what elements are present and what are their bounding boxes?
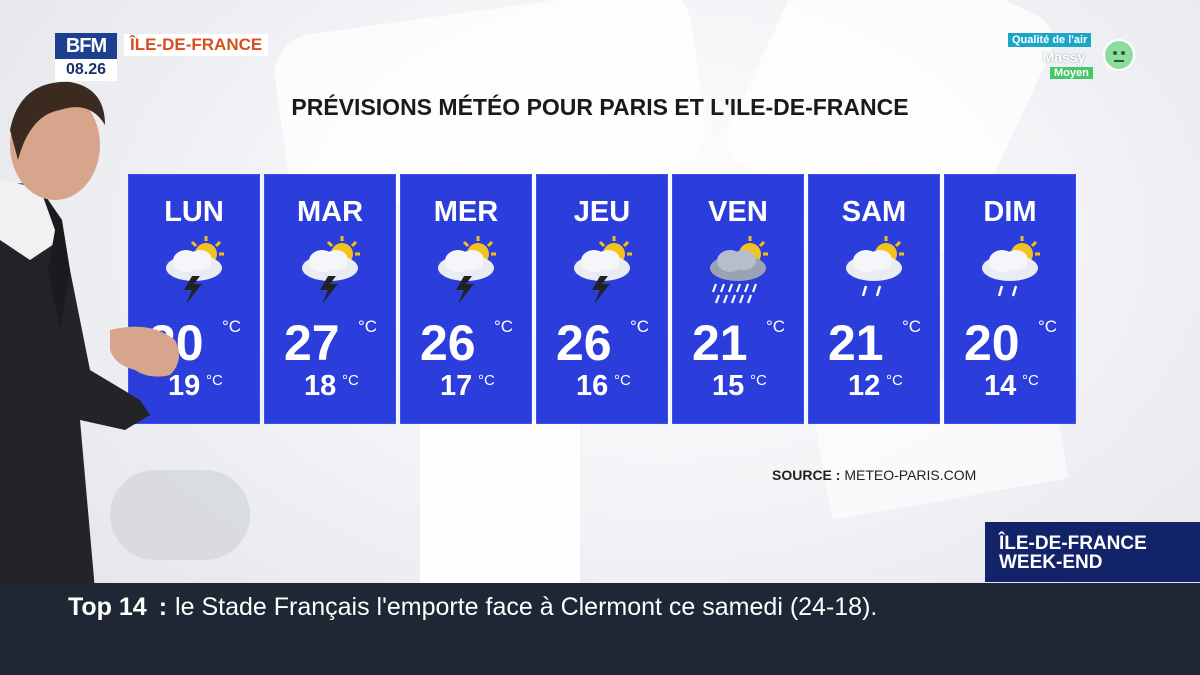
forecast-day-jeu: JEU 26 °C 16 °C (536, 174, 668, 424)
max-temperature: 21 (828, 315, 884, 371)
min-temperature-unit: °C (750, 372, 767, 389)
presenter-figure (0, 81, 179, 675)
air-quality-title: Qualité de l'air (1008, 33, 1092, 47)
light-rain-sun-icon (846, 236, 904, 297)
day-name: MER (433, 196, 499, 228)
neutral-face-icon (1103, 39, 1135, 71)
storm-sun-icon (438, 236, 496, 304)
ticker-separator: : (158, 593, 168, 621)
max-temperature-unit: °C (1038, 317, 1058, 336)
day-name: LUN (164, 196, 224, 228)
forecast-day-dim: DIM 20 °C 14 °C (944, 174, 1076, 424)
forecast-title: PRÉVISIONS MÉTÉO POUR PARIS ET L'ILE-DE-… (291, 94, 909, 120)
ticker-label: Top 14 (68, 593, 147, 621)
min-temperature: 17 (440, 370, 473, 402)
logo-text: BFM (55, 33, 117, 59)
forecast-day-lun: LUN20°C19°C (128, 174, 260, 424)
min-temperature: 18 (304, 370, 337, 402)
max-temperature: 21 (692, 315, 748, 371)
background-shape (110, 470, 250, 560)
storm-sun-icon (574, 236, 632, 304)
day-name: MAR (296, 196, 364, 228)
air-quality-city: Massy (1042, 49, 1086, 65)
background-shape (420, 420, 580, 590)
forecast-panels: LUN20°C19°CMAR27°C18°CMER26°C17°CJEU26°C… (128, 174, 1076, 424)
news-ticker: Top 14: le Stade Français l'emporte face … (0, 583, 1200, 675)
source-value: METEO-PARIS.COM (844, 467, 977, 483)
air-quality-widget: Qualité de l'air Massy Moyen (1008, 33, 1135, 79)
min-temperature: 12 (848, 370, 881, 402)
channel-logo: BFM 08.26 (55, 33, 117, 81)
day-name: VEN (708, 196, 768, 228)
max-temperature-unit: °C (902, 317, 922, 336)
max-temperature: 26 (556, 315, 612, 371)
ticker-text: le Stade Français l'emporte face à Clerm… (175, 593, 878, 621)
ticker-content: Top 14: le Stade Français l'emporte face … (68, 593, 877, 622)
max-temperature-unit: °C (358, 317, 378, 336)
day-name: JEU (573, 196, 631, 228)
light-rain-sun-icon (982, 236, 1040, 297)
max-temperature: 26 (420, 315, 476, 371)
show-tag: ÎLE-DE-FRANCE WEEK-END (985, 522, 1200, 582)
region-tag: ÎLE-DE-FRANCE (124, 34, 269, 56)
source-credit: SOURCE : METEO-PARIS.COM (772, 467, 976, 483)
max-temperature-unit: °C (630, 317, 650, 336)
storm-sun-icon (166, 236, 224, 304)
max-temperature-unit: °C (766, 317, 786, 336)
min-temperature-unit: °C (342, 372, 359, 389)
storm-sun-icon (302, 236, 360, 304)
max-temperature-unit: °C (494, 317, 514, 336)
min-temperature-unit: °C (1022, 372, 1039, 389)
day-name: SAM (841, 196, 907, 228)
min-temperature-unit: °C (206, 372, 223, 389)
min-temperature-unit: °C (478, 372, 495, 389)
air-quality-level: Moyen (1050, 67, 1093, 79)
forecast-day-sam: SAM 21 °C 12 °C (808, 174, 940, 424)
min-temperature: 19 (168, 370, 201, 402)
forecast-day-mar: MAR 27 °C 18 °C (264, 174, 396, 424)
clock: 08.26 (55, 59, 117, 81)
min-temperature-unit: °C (614, 372, 631, 389)
source-label: SOURCE : (772, 467, 841, 483)
max-temperature-unit: °C (222, 317, 242, 336)
max-temperature: 20 (964, 315, 1020, 371)
min-temperature-unit: °C (886, 372, 903, 389)
show-tag-line2: WEEK-END (999, 552, 1103, 573)
show-tag-line1: ÎLE-DE-FRANCE (999, 533, 1147, 554)
forecast-day-ven: VEN 21 °C 15 °C (672, 174, 804, 424)
min-temperature: 15 (712, 370, 745, 402)
min-temperature: 16 (576, 370, 609, 402)
day-name: DIM (983, 196, 1037, 228)
forecast-day-mer: MER 26 °C 17 °C (400, 174, 532, 424)
max-temperature: 27 (284, 315, 340, 371)
min-temperature: 14 (984, 370, 1017, 402)
heavy-rain-sun-icon (710, 236, 768, 304)
